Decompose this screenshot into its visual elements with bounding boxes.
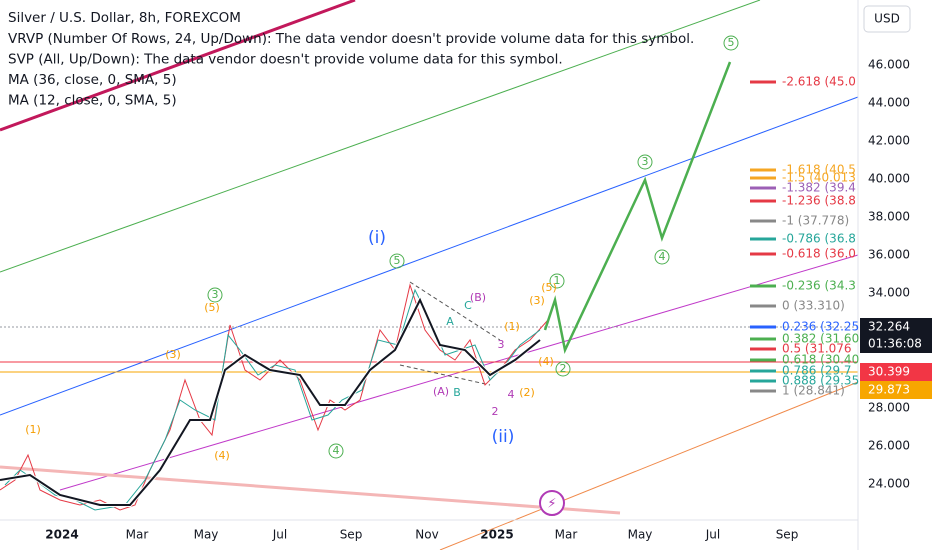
wave-label: (5) [541, 281, 557, 294]
wave-label: (A) [433, 385, 449, 398]
fib-label: 0 (33.310) [782, 299, 845, 313]
wave-label: (i) [368, 228, 386, 248]
price-label: 38.000 [868, 210, 910, 224]
indicator-legend: MA (36, close, 0, SMA, 5) [8, 72, 177, 88]
svg-text:⚡: ⚡ [547, 497, 556, 512]
price-label: 40.000 [868, 172, 910, 186]
indicator-legend: VRVP (Number Of Rows, 24, Up/Down): The … [8, 31, 694, 47]
price-label: 34.000 [868, 286, 910, 300]
indicator-legend: MA (12, close, 0, SMA, 5) [8, 93, 177, 109]
wave-circle [555, 361, 571, 377]
wave-label: 2 [560, 362, 567, 375]
time-label: Jul [705, 528, 720, 542]
wave-label: 4 [659, 250, 666, 263]
price-label: 44.000 [868, 96, 910, 110]
price-label: 46.000 [868, 58, 910, 72]
fib-label: -1.618 (40.5 [782, 163, 856, 177]
fib-label: 0.618 (30.40 [782, 353, 859, 367]
time-label: Mar [555, 528, 578, 542]
wave-label: (5) [204, 301, 220, 314]
wave-label: (ii) [492, 427, 515, 447]
price-tag-label: 32.264 [868, 320, 910, 334]
symbol-title: Silver / U.S. Dollar, 8h, FOREXCOM [8, 10, 241, 26]
fib-label: -2.618 (45.0 [782, 75, 856, 89]
fib-label: -1.5 (40.013 [782, 171, 856, 185]
wave-label: 5 [728, 36, 735, 49]
drawings: ⚡ [0, 0, 859, 550]
fib-label: 0.786 (29.7 [782, 364, 852, 378]
currency-button[interactable] [863, 5, 911, 33]
wave-circle [637, 154, 653, 170]
wave-label: (B) [470, 291, 486, 304]
wave-label: (2) [519, 386, 535, 399]
price-label: 36.000 [868, 248, 910, 262]
fib-label: 1 (28.841) [782, 384, 845, 398]
price-label: 28.000 [868, 401, 910, 415]
fib-label: -1.236 (38.8 [782, 194, 856, 208]
time-label: Sep [340, 528, 363, 542]
wave-label: 4 [333, 444, 340, 457]
wave-circle [328, 443, 344, 459]
fib-label: -1 (37.778) [782, 214, 849, 228]
currency[interactable]: USD [874, 12, 900, 26]
price-tag [860, 381, 932, 399]
wave-label: B [453, 386, 461, 399]
fib-label: -0.236 (34.3 [782, 279, 856, 293]
fib-label: 0.236 (32.25 [782, 320, 859, 334]
price-tag-label: 29.873 [868, 383, 910, 397]
time-label: 2025 [480, 528, 513, 542]
wave-circle [389, 253, 405, 269]
wave-circle [549, 273, 565, 289]
indicator-legend: SVP (All, Up/Down): The data vendor does… [8, 52, 563, 68]
wave-circle [654, 249, 670, 265]
time-label: May [194, 528, 219, 542]
wave-label: 3 [498, 338, 505, 351]
wave-label: A [446, 315, 454, 328]
wave-label: 3 [642, 155, 649, 168]
wave-label: 4 [508, 388, 515, 401]
time-label: Jul [272, 528, 287, 542]
fib-label: 0.382 (31.60 [782, 332, 859, 346]
wave-label: (1) [25, 423, 41, 436]
price-label: 42.000 [868, 134, 910, 148]
fib-label: 0.888 (29.35 [782, 374, 859, 388]
fib-label: -1.382 (39.4 [782, 181, 856, 195]
price-label: 24.000 [868, 477, 910, 491]
fib-label: -0.786 (36.8 [782, 232, 856, 246]
time-label: Mar [126, 528, 149, 542]
price-tag-label: 30.399 [868, 365, 910, 379]
price-label: 26.000 [868, 439, 910, 453]
wave-label: 2 [492, 405, 499, 418]
time-label: 2024 [45, 528, 78, 542]
wave-label: (3) [529, 294, 545, 307]
wave-label: 1 [554, 274, 561, 287]
wave-circle [207, 287, 223, 303]
wave-label: (4) [214, 449, 230, 462]
price-tag [860, 363, 932, 381]
time-label: Sep [776, 528, 799, 542]
countdown: 01:36:08 [868, 337, 922, 351]
wave-label: (4) [538, 355, 554, 368]
wave-circle [723, 35, 739, 51]
wave-label: (3) [165, 348, 181, 361]
price-axis [858, 0, 932, 550]
price-tag [860, 318, 932, 353]
fib-label: 0.5 (31.076 [782, 342, 852, 356]
wave-label: C [464, 299, 472, 312]
wave-label: 3 [212, 288, 219, 301]
wave-label: (1) [504, 320, 520, 333]
time-label: Nov [415, 528, 438, 542]
fib-label: -0.618 (36.0 [782, 247, 856, 261]
time-label: May [628, 528, 653, 542]
wave-label: 5 [394, 254, 401, 267]
